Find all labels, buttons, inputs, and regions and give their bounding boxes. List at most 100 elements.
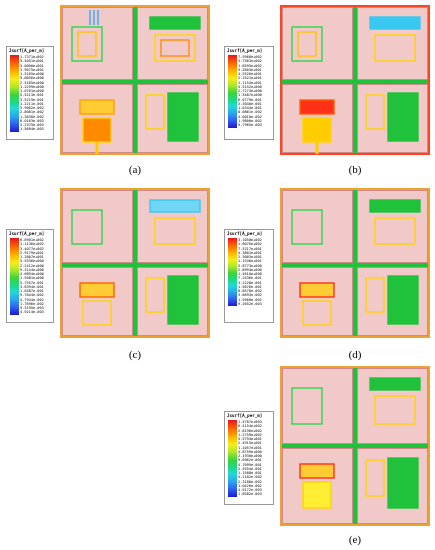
legend-value: 3.2228e-001: [238, 280, 262, 285]
legend-value: 1.1057e+001: [238, 445, 262, 450]
legend-value: 1.8076e+002: [238, 242, 262, 247]
legend-value: 1.3838e-002: [20, 114, 44, 119]
legend-title: Jsurf[A_per_m]: [227, 231, 263, 236]
legend-value: 1.1588e-001: [238, 471, 262, 475]
colorbar: [228, 238, 237, 306]
legend-value: 1.1136e+002: [20, 242, 44, 247]
legend-value: 3.3040e-001: [238, 101, 262, 106]
legend-value: 2.5554e-001: [238, 466, 262, 471]
figure-panel-a: Jsurf[A_per_m] 1.7371e+002 9.4051e+001 5…: [0, 0, 210, 180]
legend-value: 3.9675e+001: [20, 67, 44, 72]
colorbar: [10, 238, 19, 315]
legend-value: 9.2652e-003: [238, 301, 262, 306]
legend-value: 1.2211e-001: [20, 101, 44, 106]
legend-value: 2.9179e+001: [20, 250, 44, 255]
legend-value: 1.1154e+001: [238, 80, 262, 85]
legend-value: 7.2536e-001: [238, 276, 262, 281]
legend-value: 9.2803e+001: [238, 67, 262, 72]
legend-value: 8.8578e-002: [238, 289, 262, 293]
legend-value: 2.8081e-002: [20, 110, 44, 115]
legend-value: 1.4787e+003: [238, 420, 262, 424]
simulation-field: [280, 366, 430, 526]
legend-value: 4.7944e-002: [20, 297, 44, 302]
colorbar-legend: Jsurf[A_per_m] 3.1050e+002 1.8076e+002 7…: [224, 229, 274, 323]
legend-value: 1.5981e+000: [20, 276, 44, 281]
legend-value: 3.7563e+002: [238, 59, 262, 64]
legend-value: 4.5526e+001: [238, 72, 262, 76]
current-distribution-overlay: [291, 377, 421, 509]
quadrant-top-left: [282, 7, 353, 80]
legend-value: 2.8994e+000: [238, 267, 262, 272]
legend-value: 9.6962e-001: [238, 458, 262, 463]
legend-value: 5.5794e+001: [238, 437, 262, 441]
legend-value: 9.7965e-003: [238, 123, 262, 127]
legend-value: 5.5152e+000: [238, 84, 262, 89]
legend-value: 1.8595e+002: [238, 63, 262, 68]
colorbar-legend: Jsurf[A_per_m] 1.7371e+002 9.4051e+001 5…: [6, 46, 54, 140]
simulation-field: [60, 5, 210, 155]
legend-value: 4.9172e-003: [238, 488, 262, 492]
legend-value: 5.5213e-001: [20, 93, 44, 98]
legend-value: 1.8582e-003: [238, 492, 262, 497]
legend-value: 1.4610e+000: [238, 272, 262, 276]
legend-value: 1.1546e+001: [238, 259, 262, 264]
legend-value: 9.3144e+000: [20, 267, 44, 272]
panel-caption: (d): [348, 349, 362, 361]
legend-value: 8.0861e-002: [238, 110, 262, 115]
simulation-field: [280, 188, 430, 338]
legend-value: 1.2299e+000: [20, 84, 44, 89]
legend-title: Jsurf[A_per_m]: [227, 413, 263, 418]
legend-value: 6.0163e-003: [20, 118, 44, 123]
panel-caption: (e): [348, 534, 362, 546]
simulation-field: [280, 5, 430, 155]
legend-value: 6.8901e+002: [20, 238, 44, 242]
legend-value: 1.3487e+000: [238, 93, 262, 98]
colorbar-legend: Jsurf[A_per_m] 7.5968e+002 3.7563e+002 1…: [224, 46, 274, 140]
legend-value: 5.0000e+001: [20, 63, 44, 68]
colorbar-legend: Jsurf[A_per_m] 1.4787e+003 6.4154e+002 2…: [224, 411, 274, 505]
legend-value: 7.5968e+002: [238, 55, 262, 59]
legend-value: 4.7099e-001: [238, 462, 262, 467]
legend-value: 9.0856e+000: [20, 76, 44, 81]
legend-value: 4.8759e+000: [238, 449, 262, 454]
figure-panel-e: Jsurf[A_per_m] 1.4787e+003 6.4154e+002 2…: [222, 366, 435, 550]
legend-value: 5.2182e-002: [238, 475, 262, 480]
legend-value: 1.7696e-002: [20, 301, 44, 306]
colorbar-legend: Jsurf[A_per_m] 6.8901e+002 1.1136e+002 3…: [6, 229, 54, 323]
legend-value: 9.7044e-002: [20, 293, 44, 298]
legend-value: 2.5185e+000: [20, 80, 44, 85]
legend-value: 3.1050e+002: [238, 238, 262, 242]
legend-value: 5.8773e+000: [238, 263, 262, 268]
legend-value: 1.8487e-001: [20, 289, 44, 293]
quadrant-top-left: [282, 368, 353, 444]
legend-value: 1.7371e+002: [20, 55, 44, 59]
legend-value: 1.5960e-002: [238, 297, 262, 302]
legend-value: 1.5604e-003: [20, 127, 44, 132]
legend-value: 1.6344e-001: [238, 106, 262, 110]
legend-value: 2.1930e+000: [238, 454, 262, 458]
legend-value: 3.2375e-003: [20, 123, 44, 127]
legend-value: 6.4154e+002: [238, 424, 262, 429]
legend-value: 2.4915e+001: [238, 441, 262, 446]
legend-title: Jsurf[A_per_m]: [9, 48, 45, 53]
colorbar: [10, 55, 19, 132]
legend-value: 1.9800e-002: [238, 118, 262, 123]
current-distribution-overlay: [291, 199, 421, 326]
legend-value: 3.8693e-002: [238, 293, 262, 298]
legend-value: 4.3801e+001: [238, 250, 262, 255]
legend-value: 2.3003e+001: [238, 255, 262, 259]
current-distribution-overlay: [71, 10, 201, 154]
legend-value: 7.5217e+001: [238, 246, 262, 251]
legend-value: 6.6779e-001: [238, 97, 262, 102]
legend-value: 9.3195e-003: [20, 306, 44, 310]
legend-value: 1.0761e+000: [20, 89, 44, 93]
legend-value: 2.8196e+002: [238, 428, 262, 433]
colorbar: [228, 420, 237, 497]
panel-caption: (b): [348, 164, 362, 176]
legend-value: 1.2807e+001: [20, 255, 44, 259]
current-distribution-overlay: [291, 16, 421, 154]
legend-value: 1.5876e-001: [238, 284, 262, 289]
legend-value: 5.7557e-001: [20, 280, 44, 285]
colorbar: [228, 55, 237, 128]
legend-value: 3.4077e+002: [20, 246, 44, 251]
